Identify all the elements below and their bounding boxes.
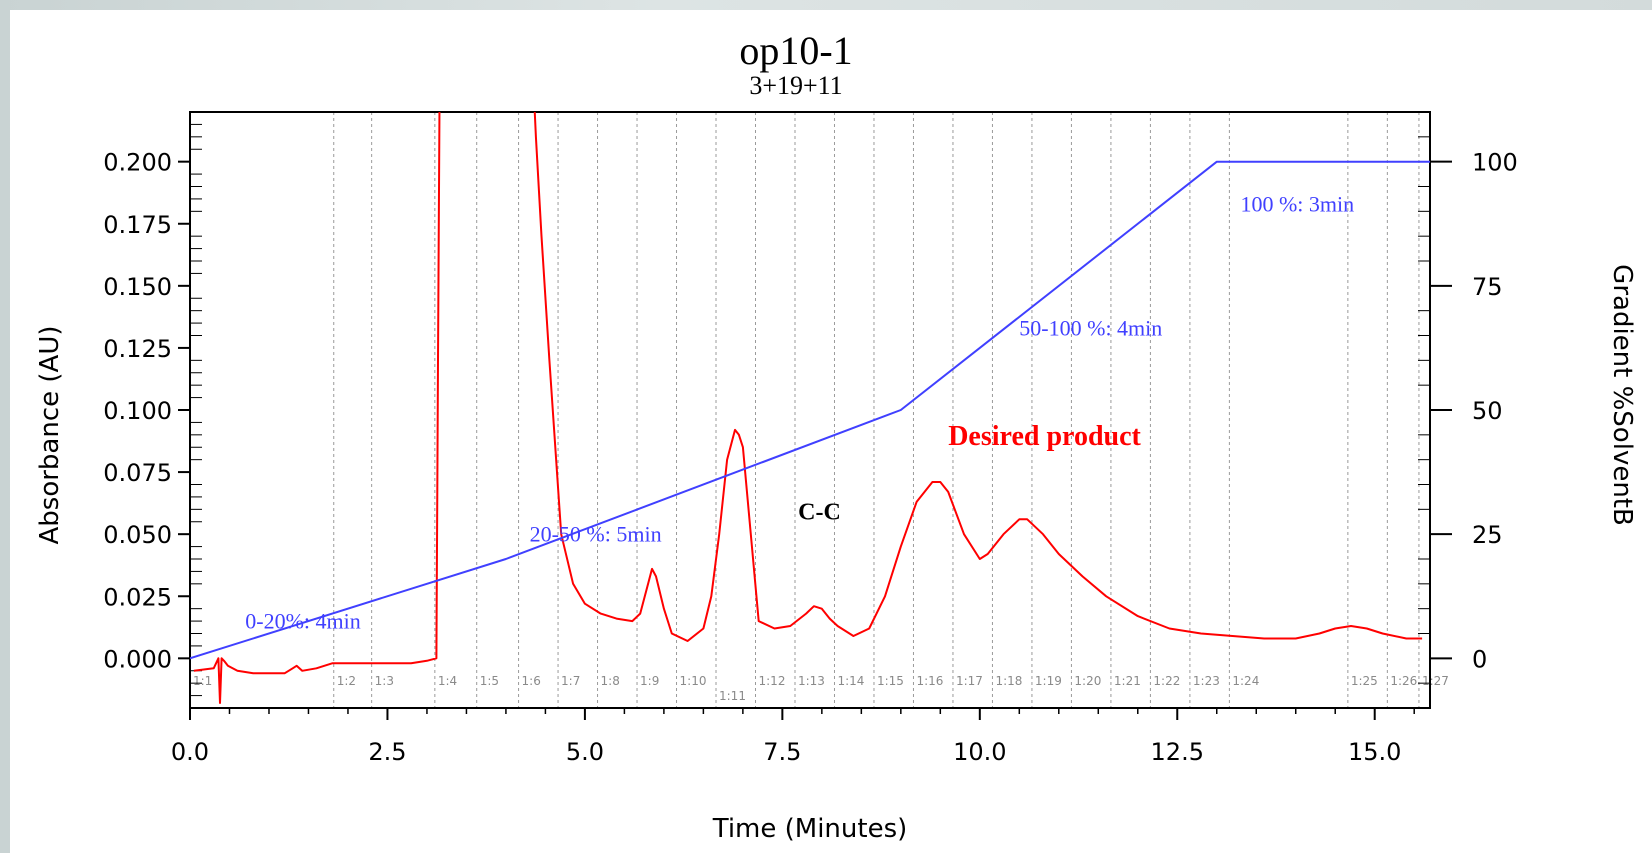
fraction-label: 1:5 — [480, 674, 499, 688]
fraction-label: 1:9 — [640, 674, 659, 688]
y2-tick-label: 25 — [1472, 521, 1503, 549]
chart-frame: op10-1 3+19+11 1:1 1:2 1:3 1:4 1:5 1:6 1:7 1:8 1… — [10, 10, 1652, 853]
fraction-label: 1:19 — [1035, 674, 1062, 688]
fraction-label: 1:24 — [1232, 674, 1259, 688]
fraction-label: 1:6 — [522, 674, 541, 688]
x-tick-label: 5.0 — [566, 738, 604, 766]
chart-subtitle: 3+19+11 — [749, 71, 842, 100]
x-tick-label: 2.5 — [368, 738, 406, 766]
x-tick-label: 10.0 — [953, 738, 1006, 766]
chart-annotation: 100 %: 3min — [1240, 191, 1354, 216]
y-tick-label: 0.150 — [103, 273, 172, 301]
x-tick-label: 15.0 — [1348, 738, 1401, 766]
y-tick-label: 0.025 — [103, 583, 172, 611]
fraction-label: 1:15 — [877, 674, 904, 688]
fraction-label: 1:11 — [719, 689, 746, 703]
fraction-label: 1:1 — [193, 674, 212, 688]
absorbance-trace — [193, 112, 1423, 704]
fraction-label: 1:10 — [680, 674, 707, 688]
annotations: 0-20%: 4min 20-50 %: 5min 50-100 %: 4min 10… — [245, 191, 1354, 633]
y-axis-label: Absorbance (AU) — [35, 325, 65, 544]
gradient-line — [190, 160, 1430, 660]
y2-tick-label: 75 — [1472, 273, 1503, 301]
x-tick-label: 7.5 — [763, 738, 801, 766]
fraction-label: 1:16 — [916, 674, 943, 688]
chart-annotation: Desired product — [948, 421, 1141, 452]
y2-tick-label: 50 — [1472, 397, 1503, 425]
chart-annotation: 50-100 %: 4min — [1019, 316, 1162, 341]
y-tick-label: 0.050 — [103, 521, 172, 549]
fraction-label: 1:27 — [1422, 674, 1449, 688]
series-layer — [190, 112, 1430, 704]
x-tick-label: 12.5 — [1151, 738, 1204, 766]
fraction-label: 1:20 — [1074, 674, 1101, 688]
y-tick-label: 0.200 — [103, 149, 172, 177]
x-axis: 0.0 2.5 5.0 7.5 10.0 12.5 15.0 — [171, 708, 1415, 766]
fraction-label: 1:14 — [837, 674, 864, 688]
chart-annotation: 20-50 %: 5min — [530, 522, 662, 547]
y-tick-label: 0.175 — [103, 211, 172, 239]
chart-title: op10-1 — [739, 28, 852, 73]
fraction-label: 1:25 — [1351, 674, 1378, 688]
chart-annotation: C-C — [798, 499, 841, 525]
fraction-label: 1:2 — [337, 674, 356, 688]
fraction-label: 1:13 — [798, 674, 825, 688]
fraction-label: 1:18 — [995, 674, 1022, 688]
y2-axis-label: Gradient %SolventB — [1607, 264, 1637, 526]
fraction-label: 1:23 — [1193, 674, 1220, 688]
y-tick-label: 0.100 — [103, 397, 172, 425]
chart-annotation: 0-20%: 4min — [245, 609, 361, 634]
fraction-label: 1:3 — [375, 674, 394, 688]
y-tick-label: 0.125 — [103, 335, 172, 363]
y-tick-label: 0.000 — [103, 645, 172, 673]
x-tick-label: 0.0 — [171, 738, 209, 766]
fraction-label: 1:17 — [956, 674, 983, 688]
fraction-label: 1:26 — [1390, 674, 1417, 688]
y-axis-right: 0 25 50 75 100 — [1418, 136, 1518, 684]
y-tick-label: 0.075 — [103, 459, 172, 487]
fraction-label: 1:12 — [759, 674, 786, 688]
fraction-label: 1:4 — [438, 674, 457, 688]
y2-tick-label: 0 — [1472, 645, 1487, 673]
fraction-label: 1:8 — [601, 674, 620, 688]
fraction-label: 1:21 — [1114, 674, 1141, 688]
x-axis-label: Time (Minutes) — [712, 814, 908, 844]
y-axis-left: 0.000 0.025 0.050 0.075 0.100 0.125 0.150 0.175… — [103, 123, 202, 697]
fraction-labels: 1:1 1:2 1:3 1:4 1:5 1:6 1:7 1:8 1:9 1:10 1:11 1:12 1… — [193, 674, 1449, 703]
y2-tick-label: 100 — [1472, 149, 1518, 177]
fraction-label: 1:22 — [1153, 674, 1180, 688]
chromatogram-chart: op10-1 3+19+11 1:1 1:2 1:3 1:4 1:5 1:6 1:7 1:8 1… — [35, 28, 1637, 844]
fraction-label: 1:7 — [561, 674, 580, 688]
